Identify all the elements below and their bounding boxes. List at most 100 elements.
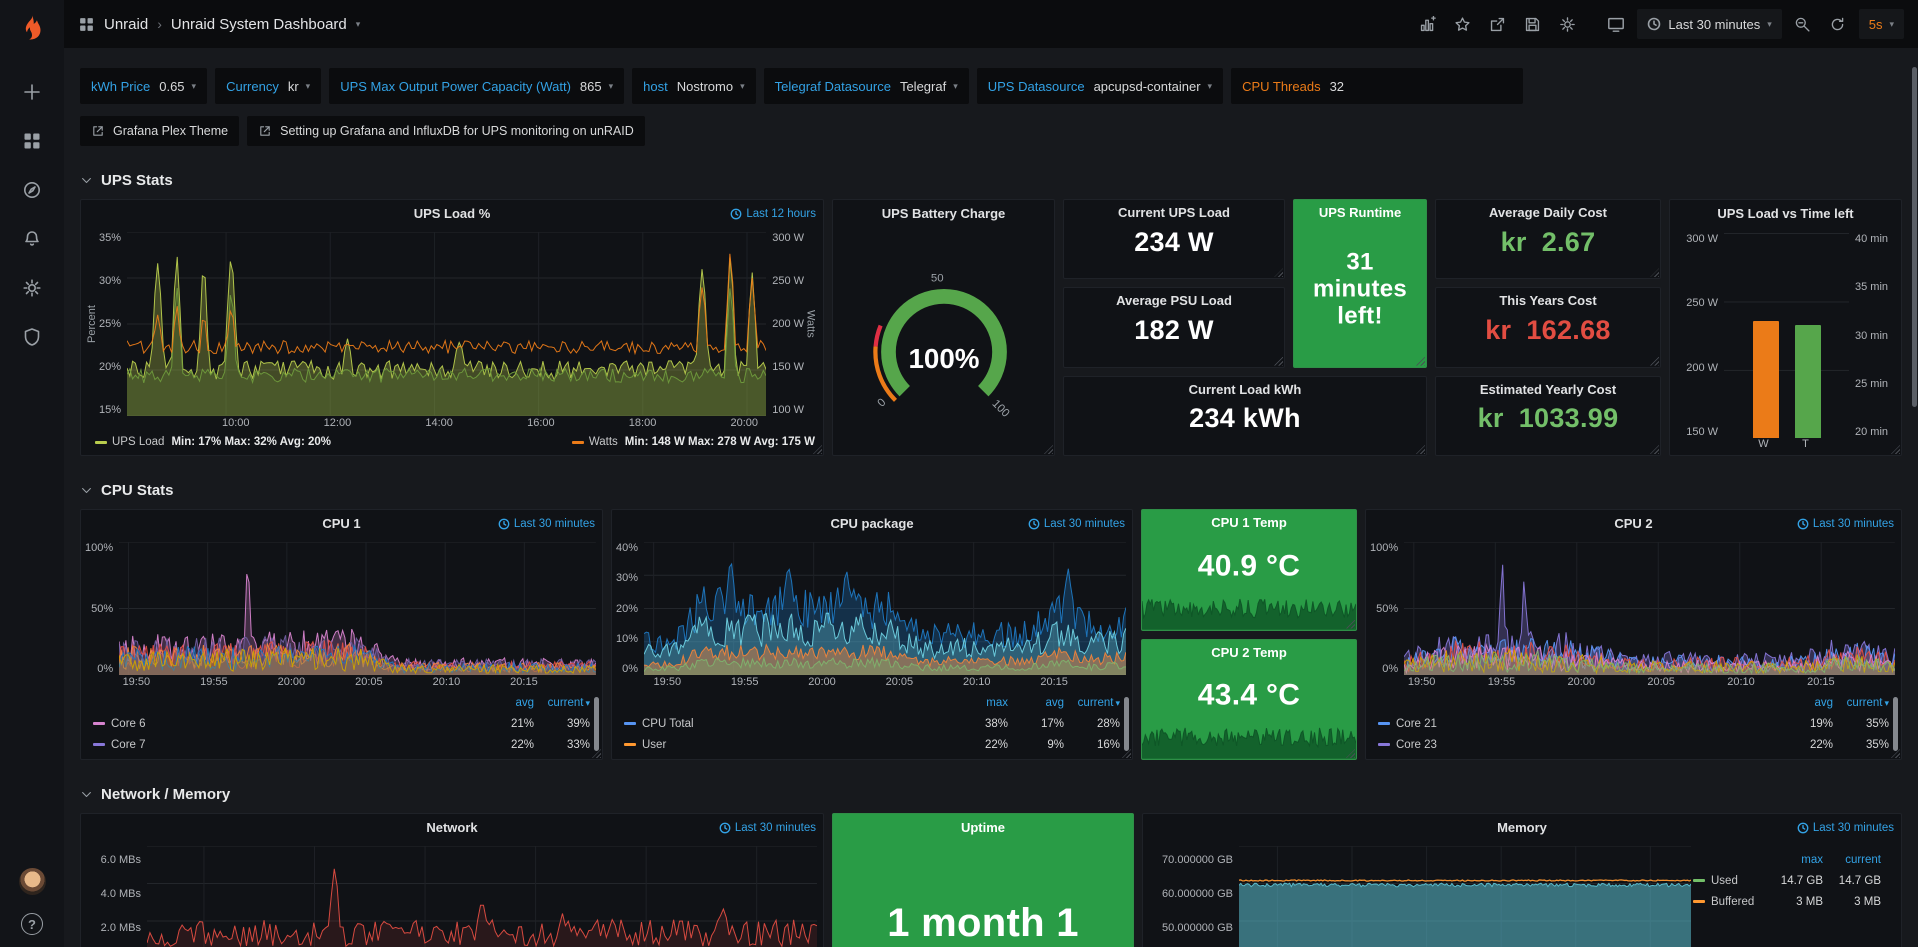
legend-item[interactable]: Watts Min: 148 W Max: 278 W Avg: 175 W	[571, 436, 815, 448]
panel-time-range-link[interactable]: Last 12 hours	[730, 200, 816, 227]
legend-sort-current[interactable]: current	[1845, 854, 1881, 866]
legend-sort-max[interactable]: max	[986, 697, 1008, 709]
variable-ups-datasource[interactable]: UPS Datasource apcupsd-container ▾	[976, 68, 1224, 104]
legend-sort-avg[interactable]: avg	[1814, 697, 1833, 709]
plot-area[interactable]	[119, 542, 596, 675]
panel-time-range-link[interactable]: Last 30 minutes	[498, 510, 595, 537]
panel-network: Network Last 30 minutes 6.0 MBs 4.0 MBs 2.…	[80, 813, 824, 947]
page-scrollbar[interactable]	[1912, 67, 1917, 407]
y-axis-right: 300 W 250 W 200 W 150 W 100 W	[772, 232, 804, 416]
alerts-bell-icon[interactable]	[22, 229, 42, 249]
legend-scrollbar[interactable]	[594, 697, 599, 751]
variable-host[interactable]: host Nostromo ▾	[632, 68, 756, 104]
refresh-interval-dropdown[interactable]: 5s ▾	[1858, 9, 1904, 39]
panel-time-range-link[interactable]: Last 30 minutes	[1797, 510, 1894, 537]
plot-area[interactable]	[1239, 846, 1691, 947]
panel-header[interactable]: Network Last 30 minutes	[81, 814, 823, 841]
explore-compass-icon[interactable]	[22, 180, 42, 200]
time-picker[interactable]: Last 30 minutes ▾	[1637, 9, 1782, 39]
variable-telegraf-datasource[interactable]: Telegraf Datasource Telegraf ▾	[763, 68, 969, 104]
variable-ups-max-output[interactable]: UPS Max Output Power Capacity (Watt) 865…	[329, 68, 625, 104]
panel-title[interactable]: Average PSU Load	[1116, 293, 1232, 309]
legend-row[interactable]: Buffered 3 MB 3 MB	[1693, 891, 1881, 912]
legend-row[interactable]: CPU Total 38% 17% 28%	[624, 713, 1120, 734]
legend-sort-current[interactable]: current ▾	[1077, 697, 1120, 709]
panel-time-range-link[interactable]: Last 30 minutes	[1028, 510, 1125, 537]
zoom-out-button[interactable]	[1789, 10, 1817, 38]
legend-row[interactable]: User 22% 9% 16%	[624, 734, 1120, 755]
panel-header[interactable]: Memory Last 30 minutes	[1143, 814, 1901, 841]
dashboard-settings-button[interactable]	[1553, 10, 1581, 38]
variable-kwh-price[interactable]: kWh Price 0.65 ▾	[80, 68, 208, 104]
bar-time-left[interactable]	[1794, 325, 1821, 438]
section-ups-stats[interactable]: UPS Stats	[80, 172, 1902, 189]
y-axis-left: 6.0 MBs 4.0 MBs 2.0 MBs	[100, 854, 141, 934]
legend-row[interactable]: Core 21 19% 35%	[1378, 713, 1889, 734]
panel-title[interactable]: This Years Cost	[1499, 293, 1597, 309]
panel-header[interactable]: CPU 2 Last 30 minutes	[1366, 510, 1901, 537]
legend-sort-max[interactable]: max	[1801, 854, 1823, 866]
plot-area[interactable]	[1724, 233, 1849, 438]
legend-sort-current[interactable]: current ▾	[547, 697, 590, 709]
y-axis-left: 70.000000 GB 60.000000 GB 50.000000 GB	[1162, 854, 1233, 934]
variable-currency[interactable]: Currency kr ▾	[215, 68, 322, 104]
panel-title[interactable]: CPU 2 Temp	[1211, 644, 1287, 660]
gauge-value-arc	[880, 289, 1007, 397]
y-axis-label-right: Watts	[804, 310, 817, 338]
panel-header[interactable]: CPU 1 Last 30 minutes	[81, 510, 602, 537]
cycle-view-tv-button[interactable]	[1602, 10, 1630, 38]
breadcrumb-folder[interactable]: Unraid	[104, 15, 149, 33]
save-button[interactable]	[1518, 10, 1546, 38]
stat-value: 43.4 °C	[1197, 679, 1301, 713]
user-avatar[interactable]	[18, 868, 46, 895]
link-grafana-plex-theme[interactable]: Grafana Plex Theme	[80, 116, 240, 146]
legend-item[interactable]: UPS Load Min: 17% Max: 32% Avg: 20%	[95, 436, 331, 448]
legend-sort-current[interactable]: current ▾	[1846, 697, 1889, 709]
section-network-memory[interactable]: Network / Memory	[80, 786, 1902, 803]
legend-row[interactable]: Core 7 22% 33%	[93, 734, 590, 755]
grafana-logo[interactable]	[15, 10, 49, 46]
refresh-button[interactable]	[1824, 10, 1852, 38]
panel-header[interactable]: UPS Load vs Time left	[1717, 206, 1854, 221]
legend-scrollbar[interactable]	[1124, 697, 1129, 751]
legend: max current Used 14.7 GB 14.7 GB Buffered…	[1691, 846, 1895, 947]
title-caret-icon[interactable]: ▾	[355, 18, 361, 29]
dashboard-title[interactable]: Unraid System Dashboard	[170, 15, 347, 33]
help-icon[interactable]: ?	[21, 913, 43, 935]
panel-header[interactable]: Uptime	[960, 820, 1006, 835]
panel-header[interactable]: UPS Load % Last 12 hours	[81, 200, 823, 227]
plot-area[interactable]	[1404, 542, 1895, 675]
bar-watts[interactable]	[1752, 321, 1779, 438]
panel-time-range-link[interactable]: Last 30 minutes	[1797, 814, 1894, 841]
legend-sort-avg[interactable]: avg	[1045, 697, 1064, 709]
plot-area[interactable]	[127, 232, 767, 416]
configuration-gear-icon[interactable]	[22, 278, 42, 298]
create-plus-icon[interactable]	[22, 82, 42, 102]
stat-value: 40.9 °C	[1197, 549, 1301, 583]
cpu-threads-input[interactable]	[1329, 78, 1513, 94]
legend-row[interactable]: Core 23 22% 35%	[1378, 734, 1889, 755]
panel-header[interactable]: UPS Battery Charge	[881, 206, 1006, 221]
admin-shield-icon[interactable]	[22, 327, 42, 347]
panel-title[interactable]: CPU 1 Temp	[1211, 515, 1287, 530]
star-button[interactable]	[1448, 10, 1476, 38]
panel-title[interactable]: Estimated Yearly Cost	[1479, 381, 1617, 397]
panel-title[interactable]: Average Daily Cost	[1488, 205, 1607, 220]
panel-title[interactable]: UPS Runtime	[1318, 205, 1402, 220]
dashboards-icon[interactable]	[22, 131, 42, 151]
link-ups-monitoring-guide[interactable]: Setting up Grafana and InfluxDB for UPS …	[247, 116, 645, 146]
chevron-down-icon: ▾	[740, 80, 745, 91]
plot-area[interactable]	[147, 846, 817, 947]
legend-sort-avg[interactable]: avg	[515, 697, 534, 709]
panel-title[interactable]: Current UPS Load	[1118, 205, 1230, 220]
add-panel-button[interactable]	[1413, 10, 1441, 38]
panel-header[interactable]: CPU package Last 30 minutes	[612, 510, 1132, 537]
legend-scrollbar[interactable]	[1893, 697, 1898, 751]
share-button[interactable]	[1483, 10, 1511, 38]
plot-area[interactable]	[644, 542, 1126, 675]
panel-time-range-link[interactable]: Last 30 minutes	[719, 814, 816, 841]
panel-title[interactable]: Current Load kWh	[1188, 381, 1302, 397]
legend-row[interactable]: Used 14.7 GB 14.7 GB	[1693, 870, 1881, 891]
section-cpu-stats[interactable]: CPU Stats	[80, 482, 1902, 499]
legend-row[interactable]: Core 6 21% 39%	[93, 713, 590, 734]
